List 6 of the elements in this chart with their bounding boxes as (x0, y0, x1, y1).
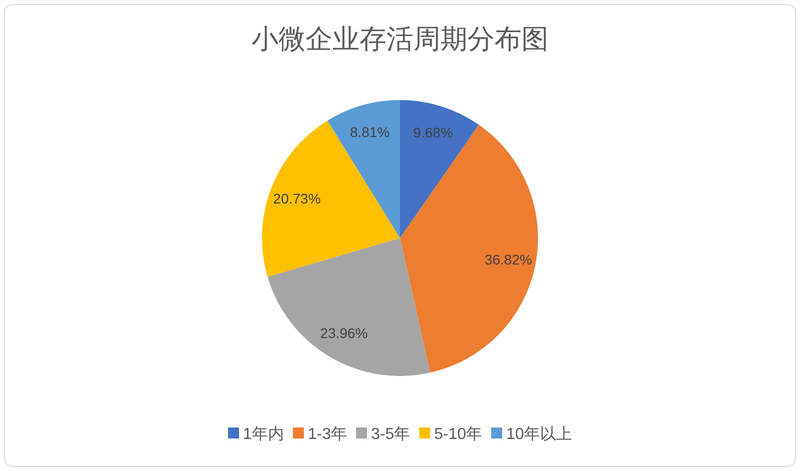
legend-label: 1年内 (243, 424, 284, 443)
legend-label: 5-10年 (434, 426, 482, 443)
legend-label: 1-3年 (308, 426, 348, 443)
legend-label: 3-5年 (371, 426, 410, 443)
legend-label: 10年以上 (506, 424, 572, 443)
title: 小微企业存活周期分布图 (252, 24, 548, 54)
